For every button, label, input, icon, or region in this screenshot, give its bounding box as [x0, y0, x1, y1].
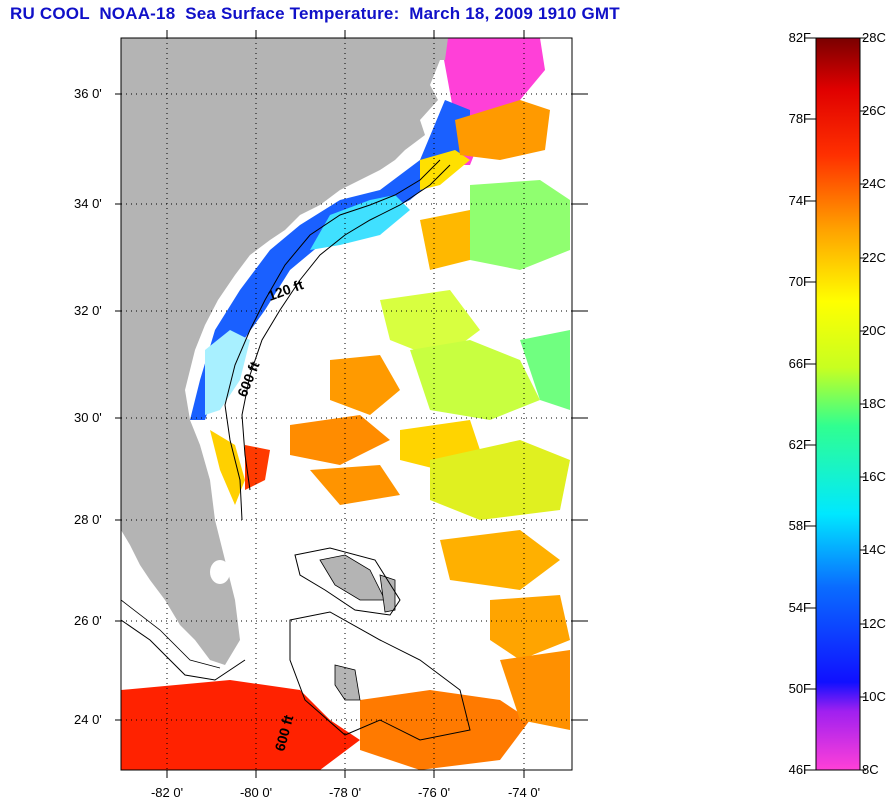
- map-title: RU COOL NOAA-18 Sea Surface Temperature:…: [10, 4, 620, 23]
- isobath-bahama-bank-north: [294, 547, 401, 616]
- colorbar-f-54: 54F: [788, 600, 811, 615]
- sst-patch-orange-3: [290, 415, 390, 465]
- tick-marks: [115, 30, 588, 778]
- lake-okeechobee: [210, 560, 230, 584]
- colorbar-c-20: 20C: [862, 323, 886, 338]
- colorbar-c-26: 26C: [862, 103, 886, 118]
- lat-label-34: 34 0': [74, 196, 102, 211]
- sst-patch-cyan: [310, 195, 410, 250]
- colorbar-c-22: 22C: [862, 250, 886, 265]
- lon-label-80: -80 0': [239, 785, 273, 800]
- graticule: [121, 38, 572, 770]
- colorbar-f-58: 58F: [788, 518, 811, 533]
- colorbar-f-66: 66F: [788, 356, 811, 371]
- sst-patch-red-gulfstream: [245, 445, 270, 490]
- isobath-bahama-bank-south: [289, 611, 471, 741]
- isobath-florida-keys: [121, 619, 246, 681]
- lat-label-24: 24 0': [74, 712, 102, 727]
- sst-data-layer: [121, 38, 570, 770]
- sst-patch-blue-shelf: [190, 100, 470, 420]
- lon-label-74: -74 0': [507, 785, 541, 800]
- lat-label-30: 30 0': [74, 410, 102, 425]
- lat-label-36: 36 0': [74, 86, 102, 101]
- land-outer-banks: [440, 38, 448, 60]
- land-abaco: [379, 574, 396, 613]
- lat-label-28: 28 0': [74, 512, 102, 527]
- colorbar-ticks: [810, 37, 866, 771]
- lat-label-26: 26 0': [74, 613, 102, 628]
- colorbar-f-78: 78F: [788, 111, 811, 126]
- sst-patch-lightcyan: [205, 330, 250, 415]
- colorbar-c-24: 24C: [862, 176, 886, 191]
- sst-patch-orange-6: [490, 595, 570, 660]
- colorbar-f-62: 62F: [788, 437, 811, 452]
- lat-label-32: 32 0': [74, 303, 102, 318]
- sst-patch-orange-5: [440, 530, 560, 590]
- colorbar-c-10: 10C: [862, 689, 886, 704]
- land-us-east-coast: [121, 38, 448, 665]
- colorbar-c-14: 14C: [862, 542, 886, 557]
- colorbar-f-46: 46F: [788, 762, 811, 777]
- lon-label-78: -78 0': [328, 785, 362, 800]
- sst-patch-green-northeast: [470, 180, 570, 270]
- map-frame: [120, 37, 573, 771]
- sst-patch-orange-4: [310, 465, 400, 505]
- land-andros: [334, 664, 361, 701]
- colorbar: [815, 37, 861, 771]
- colorbar-f-74: 74F: [788, 193, 811, 208]
- lon-label-82: -82 0': [150, 785, 184, 800]
- colorbar-f-82: 82F: [788, 30, 811, 45]
- sst-patch-yellow-east: [430, 440, 570, 520]
- colorbar-c-12: 12C: [862, 616, 886, 631]
- isobath-120ft: [224, 159, 441, 521]
- colorbar-f-50: 50F: [788, 681, 811, 696]
- sst-patch-orange-south: [360, 690, 530, 770]
- isobath-600ft: [241, 164, 451, 491]
- colorbar-c-18: 18C: [862, 396, 886, 411]
- colorbar-c-28: 28C: [862, 30, 886, 45]
- sst-patch-yellow-coast: [210, 430, 245, 505]
- sst-patch-orange-2: [330, 355, 400, 415]
- sst-patch-red-south: [121, 680, 360, 770]
- colorbar-c-16: 16C: [862, 469, 886, 484]
- sst-patch-green-east: [520, 330, 570, 410]
- lon-label-76: -76 0': [417, 785, 451, 800]
- sst-patch-yellowgreen-2: [410, 340, 540, 420]
- sst-patch-orange-north: [455, 100, 550, 160]
- sst-patch-orange-southeast: [500, 650, 570, 730]
- colorbar-c-8: 8C: [862, 762, 879, 777]
- colorbar-f-70: 70F: [788, 274, 811, 289]
- sst-patch-orange-1: [420, 210, 470, 270]
